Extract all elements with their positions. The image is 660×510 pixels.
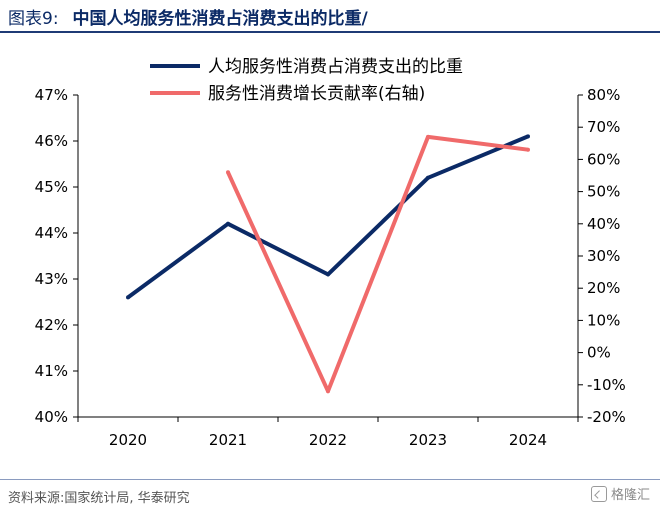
right-axis-tick-label: 20%: [587, 279, 620, 297]
right-axis-tick-label: 60%: [587, 150, 620, 168]
right-axis-tick-label: 40%: [587, 215, 620, 233]
watermark: 格隆汇: [590, 484, 650, 503]
left-axis-tick-label: 40%: [35, 408, 68, 426]
right-axis-tick-label: 10%: [587, 311, 620, 329]
left-axis-tick-label: 45%: [35, 178, 68, 196]
data-point-service-share: [326, 272, 330, 277]
left-axis-tick-label: 43%: [35, 270, 68, 288]
data-point-growth-contribution: [326, 389, 330, 394]
x-axis-tick-label: 2022: [309, 431, 347, 449]
data-point-service-share: [526, 134, 530, 139]
figure-label: 图表9:: [8, 9, 59, 29]
right-axis-tick-label: 70%: [587, 118, 620, 136]
footer-divider: [0, 479, 660, 480]
series-line-growth-contribution: [226, 134, 529, 394]
x-axis-tick-label: 2024: [509, 431, 547, 449]
figure-title: 图表9: 中国人均服务性消费占消费支出的比重/: [8, 4, 368, 29]
right-axis-tick-label: 30%: [587, 247, 620, 265]
legend-label: 人均服务性消费占消费支出的比重: [208, 57, 463, 77]
left-axis-tick-label: 47%: [35, 86, 68, 104]
title-divider: [0, 31, 660, 33]
data-point-service-share: [226, 221, 230, 226]
x-axis-tick-label: 2023: [409, 431, 447, 449]
right-axis-tick-label: -10%: [587, 376, 626, 394]
watermark-logo-icon: [590, 485, 607, 502]
right-axis-tick-label: -20%: [587, 408, 626, 426]
data-point-service-share: [126, 295, 130, 300]
x-axis-tick-label: 2021: [209, 431, 247, 449]
series-layer: [126, 134, 530, 394]
data-point-growth-contribution: [426, 134, 430, 139]
data-point-growth-contribution: [526, 147, 530, 152]
right-axis-tick-label: 50%: [587, 183, 620, 201]
data-point-growth-contribution: [226, 170, 230, 175]
left-axis: 40% 41% 42% 43% 44% 45% 46% 47%: [35, 86, 79, 426]
right-axis-tick-label: 80%: [587, 86, 620, 104]
x-axis-tick-label: 2020: [109, 431, 147, 449]
left-axis-tick-label: 42%: [35, 316, 68, 334]
source-note: 资料来源:国家统计局, 华泰研究: [8, 491, 190, 506]
right-axis: -20% -10% 0% 10% 20% 30% 40% 50% 60% 70% 80%: [577, 86, 626, 426]
x-axis: 2020 2021 2022 2023 2024: [77, 416, 579, 449]
left-axis-tick-label: 46%: [35, 132, 68, 150]
figure-title-text: 中国人均服务性消费占消费支出的比重/: [72, 9, 368, 29]
right-axis-tick-label: 0%: [587, 344, 611, 362]
left-axis-tick-label: 44%: [35, 224, 68, 242]
data-point-service-share: [426, 175, 430, 180]
line-chart: 40% 41% 42% 43% 44% 45% 46% 47% -20% -10% 0% 10% 20…: [35, 57, 626, 449]
legend-label: 服务性消费增长贡献率(右轴): [208, 84, 425, 104]
watermark-text: 格隆汇: [610, 488, 650, 503]
left-axis-tick-label: 41%: [35, 362, 68, 380]
